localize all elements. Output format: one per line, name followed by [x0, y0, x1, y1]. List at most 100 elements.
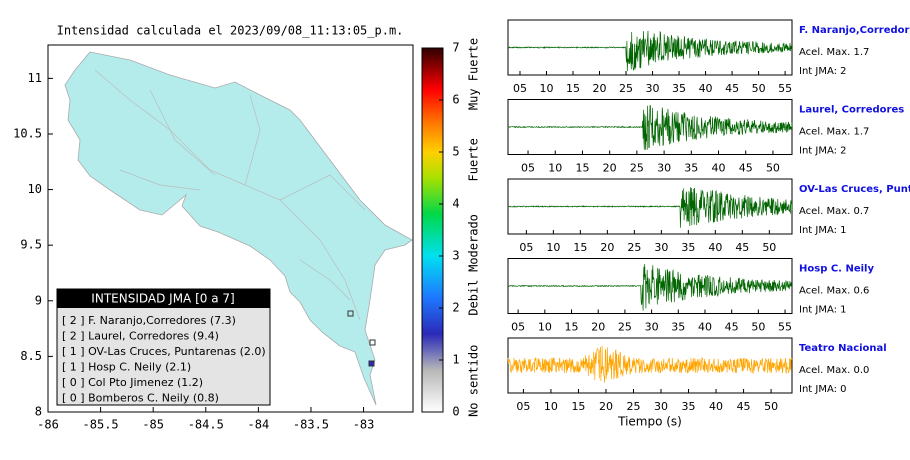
x-tick-label: 35	[681, 241, 695, 254]
x-tick-label: 35	[682, 400, 696, 413]
x-tick-label: 50	[752, 82, 766, 95]
x-tick-label: 40	[712, 162, 726, 175]
x-tick-label: -83.5	[293, 418, 329, 432]
legend-entry: [ 1 ] Hosp C. Neily (2.1)	[62, 361, 191, 374]
jma-intensity: Int JMA: 2	[799, 66, 847, 77]
y-tick-label: 8.5	[20, 349, 42, 363]
max-acceleration: Acel. Max. 0.0	[799, 365, 869, 376]
colorbar-tick-label: 0	[452, 405, 459, 419]
intensity-label: Moderado	[467, 214, 481, 272]
x-tick-label: 45	[737, 400, 751, 413]
y-tick-label: 10	[28, 182, 42, 196]
legend-title: INTENSIDAD JMA [0 a 7]	[91, 292, 234, 306]
x-tick-label: 15	[575, 162, 589, 175]
x-tick-label: 10	[546, 241, 560, 254]
x-tick-label: 15	[571, 400, 585, 413]
legend-entry: [ 2 ] Laurel, Corredores (9.4)	[62, 330, 219, 343]
legend-entry: [ 0 ] Col Pto Jimenez (1.2)	[62, 376, 203, 389]
x-tick-label: -84.5	[188, 418, 224, 432]
y-tick-label: 9.5	[20, 238, 42, 252]
x-tick-label: 15	[566, 82, 580, 95]
waveform	[507, 187, 793, 228]
legend: INTENSIDAD JMA [0 a 7] [ 2 ] F. Naranjo,…	[56, 288, 271, 406]
y-tick-label: 8	[35, 405, 42, 419]
x-tick-label: 05	[521, 162, 535, 175]
legend-entry: [ 2 ] F. Naranjo,Corredores (7.3)	[62, 314, 236, 327]
station-name: F. Naranjo,Corredores	[799, 25, 910, 36]
intensity-label: Fuerte	[467, 138, 481, 181]
colorbar-tick-label: 5	[452, 145, 459, 159]
legend-entry: [ 1 ] OV-Las Cruces, Puntarenas (2.0)	[62, 345, 266, 358]
waveform	[507, 104, 793, 150]
x-tick-label: 30	[654, 400, 668, 413]
colorbar-tick-label: 6	[452, 93, 459, 107]
legend-entry: [ 0 ] Bomberos C. Neily (0.8)	[62, 392, 219, 405]
y-tick-label: 11	[28, 71, 42, 85]
x-tick-label: 25	[619, 82, 633, 95]
x-tick-label: 35	[671, 321, 685, 334]
x-tick-label: 45	[739, 162, 753, 175]
intensity-label: No sentido	[467, 345, 481, 417]
x-tick-label: 15	[573, 241, 587, 254]
x-tick-label: 55	[778, 321, 792, 334]
legend-header	[57, 289, 270, 308]
x-tick-label: -85	[142, 418, 164, 432]
country-shape	[64, 51, 413, 406]
y-tick-label: 9	[35, 293, 42, 307]
x-tick-label: 30	[657, 162, 671, 175]
x-tick-label: 05	[513, 82, 527, 95]
x-tick-label: 10	[544, 400, 558, 413]
x-tick-label: 05	[516, 400, 530, 413]
x-tick-label: 40	[708, 241, 722, 254]
colorbar-tick-label: 2	[452, 301, 459, 315]
x-tick-label: 50	[751, 321, 765, 334]
x-tick-label: -83	[353, 418, 375, 432]
colorbar	[421, 47, 444, 413]
x-tick-label: 35	[684, 162, 698, 175]
x-tick-label: 45	[725, 321, 739, 334]
x-tick-label: 30	[645, 321, 659, 334]
x-tick-label: 15	[565, 321, 579, 334]
x-tick-label: -84	[248, 418, 270, 432]
roads	[94, 69, 366, 321]
x-tick-label: 35	[672, 82, 686, 95]
max-acceleration: Acel. Max. 0.7	[799, 206, 869, 217]
x-tick-label: 40	[699, 82, 713, 95]
x-tick-label: -86	[37, 418, 59, 432]
station-name: Hosp C. Neily	[799, 264, 874, 275]
x-tick-label: 45	[725, 82, 739, 95]
x-tick-label: 20	[603, 162, 617, 175]
x-tick-label: 50	[766, 162, 780, 175]
x-tick-label: 20	[599, 400, 613, 413]
x-tick-label: 40	[698, 321, 712, 334]
station-name: Laurel, Corredores	[799, 105, 904, 116]
max-acceleration: Acel. Max. 1.7	[799, 127, 869, 138]
colorbar-tick-label: 7	[452, 41, 459, 55]
x-tick-label: 25	[627, 241, 641, 254]
colorbar-tick-label: 3	[452, 249, 459, 263]
x-tick-label: 10	[539, 82, 553, 95]
x-tick-label: 10	[538, 321, 552, 334]
legend-box	[56, 288, 271, 406]
colorbar-tick-label: 1	[452, 353, 459, 367]
x-axis-label: Tiempo (s)	[617, 415, 682, 429]
map-title: Intensidad calculada el 2023/09/08_11:13…	[57, 24, 404, 38]
x-tick-label: 10	[548, 162, 562, 175]
waveform	[507, 30, 793, 72]
x-tick-label: 45	[735, 241, 749, 254]
max-acceleration: Acel. Max. 0.6	[799, 286, 869, 297]
jma-intensity: Int JMA: 2	[799, 146, 847, 157]
x-tick-label: 40	[709, 400, 723, 413]
station-name: Teatro Nacional	[799, 343, 887, 354]
colorbar-tick-label: 4	[452, 197, 459, 211]
x-tick-label: 25	[618, 321, 632, 334]
x-tick-label: -85.5	[83, 418, 119, 432]
x-tick-label: 55	[778, 82, 792, 95]
x-tick-label: 20	[593, 82, 607, 95]
station-marker	[368, 360, 375, 367]
x-tick-label: 25	[626, 400, 640, 413]
station-marker	[369, 339, 376, 346]
x-tick-label: 20	[600, 241, 614, 254]
x-tick-label: 20	[591, 321, 605, 334]
x-tick-label: 25	[630, 162, 644, 175]
